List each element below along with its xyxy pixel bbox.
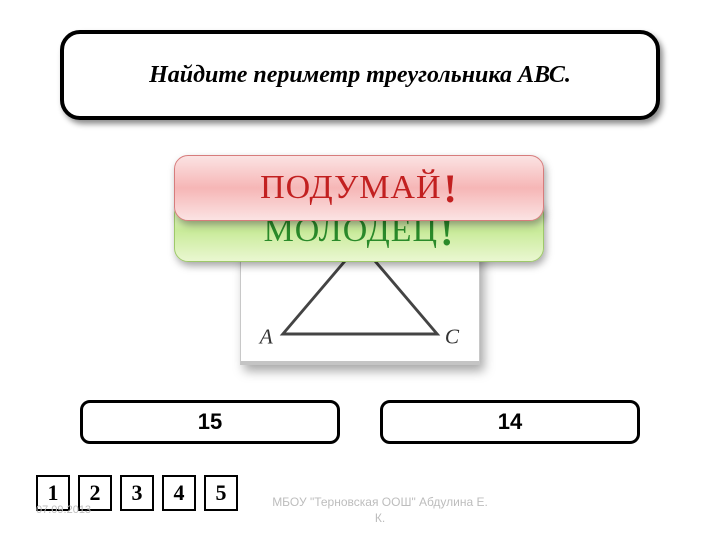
answer-option-right[interactable]: 14: [380, 400, 640, 444]
nav-btn-5[interactable]: 5: [204, 475, 238, 511]
nav-btn-3[interactable]: 3: [120, 475, 154, 511]
nav-btn-4-label: 4: [174, 480, 185, 506]
vertex-a-label: A: [258, 325, 274, 349]
slide: Найдите периметр треугольника АВС. B A C…: [0, 0, 720, 540]
question-text: Найдите периметр треугольника АВС.: [149, 62, 571, 89]
nav-btn-4[interactable]: 4: [162, 475, 196, 511]
vertex-c-label: C: [445, 325, 460, 349]
nav-btn-3-label: 3: [132, 480, 143, 506]
date-stamp: 07.09.2013: [36, 504, 91, 516]
nav-btn-5-label: 5: [216, 480, 227, 506]
feedback-wrong: ПОДУМАЙ!: [174, 155, 544, 221]
nav-btn-2-label: 2: [90, 480, 101, 506]
feedback-wrong-bang: !: [444, 165, 458, 212]
nav-btn-1-label: 1: [48, 480, 59, 506]
question-box: Найдите периметр треугольника АВС.: [60, 30, 660, 120]
feedback-wrong-text: ПОДУМАЙ: [260, 169, 441, 207]
footer-credit: МБОУ "Терновская ООШ" Абдулина Е. К.: [270, 495, 490, 526]
answer-option-left[interactable]: 15: [80, 400, 340, 444]
answer-right-value: 14: [498, 409, 522, 435]
answer-left-value: 15: [198, 409, 222, 435]
